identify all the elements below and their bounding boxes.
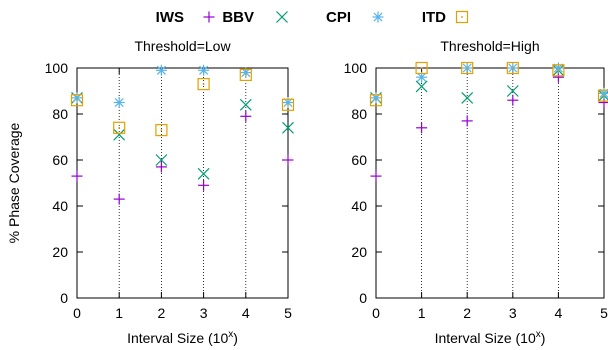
x-tick-label: 2 [158, 305, 166, 321]
point-cpi-x5 [283, 97, 294, 108]
legend-marker-itd [457, 12, 468, 23]
legend-marker-bbv [277, 12, 288, 23]
legend-label-itd: ITD [422, 9, 446, 26]
legend-label-bbv: BBV [222, 9, 254, 26]
point-bbv-x3 [198, 168, 209, 179]
series-itd [72, 69, 294, 135]
point-cpi-x2 [156, 65, 167, 76]
y-tick-label: 0 [359, 290, 367, 306]
point-cpi-x3 [198, 65, 209, 76]
x-tick-label: 4 [555, 305, 563, 321]
point-iws-x5 [283, 155, 294, 166]
series-bbv [371, 65, 608, 104]
x-tick-label: 1 [115, 305, 123, 321]
point-cpi-x1 [114, 97, 125, 108]
y-axis-label: % Phase Coverage [6, 122, 22, 243]
plot-frame [376, 68, 604, 298]
legend: IWS BBV CPI ITD [156, 9, 468, 26]
point-itd-x2 [156, 125, 167, 136]
x-tick-label: 3 [200, 305, 208, 321]
y-tick-label: 40 [52, 198, 68, 214]
x-tick-label: 4 [242, 305, 250, 321]
point-iws-x0 [371, 171, 382, 182]
legend-marker-iws [204, 12, 215, 23]
y-tick-label: 20 [351, 244, 367, 260]
point-iws-x1 [114, 194, 125, 205]
point-cpi-x0 [371, 92, 382, 103]
y-tick-label: 0 [60, 290, 68, 306]
panel-threshold-high: Threshold=High 0 20 40 60 80 100 0 1 2 3 4 5 Interval… [344, 38, 608, 346]
legend-label-cpi: CPI [326, 9, 351, 26]
point-bbv-x1 [114, 129, 125, 140]
x-tick-label: 5 [284, 305, 292, 321]
y-tick-label: 60 [351, 152, 367, 168]
y-tick-label: 100 [344, 60, 368, 76]
legend-label-iws: IWS [156, 9, 184, 26]
y-tick-label: 80 [351, 106, 367, 122]
y-tick-label: 100 [45, 60, 69, 76]
point-cpi-x4 [240, 67, 251, 78]
point-iws-x2 [462, 115, 473, 126]
series-bbv [72, 92, 294, 179]
panel-title: Threshold=Low [134, 38, 231, 54]
x-tick-label: 3 [509, 305, 517, 321]
x-tick-label: 0 [372, 305, 380, 321]
y-tick-label: 40 [351, 198, 367, 214]
series-itd [371, 63, 608, 106]
series-cpi [371, 63, 608, 104]
x-tick-label: 2 [463, 305, 471, 321]
panel-title: Threshold=High [440, 38, 539, 54]
point-cpi-x4 [553, 63, 564, 74]
point-iws-x3 [198, 180, 209, 191]
y-tick-label: 60 [52, 152, 68, 168]
x-tick-label: 5 [600, 305, 608, 321]
y-tick-label: 80 [52, 106, 68, 122]
series-iws [371, 72, 608, 182]
point-cpi-x0 [72, 92, 83, 103]
x-axis-label: Interval Size (10x) [435, 329, 546, 346]
x-tick-label: 0 [73, 305, 81, 321]
y-tick-label: 20 [52, 244, 68, 260]
x-axis-label: Interval Size (10x) [127, 329, 238, 346]
legend-marker-cpi [373, 12, 384, 23]
point-iws-x3 [507, 95, 518, 106]
point-bbv-x4 [240, 99, 251, 110]
series-iws [72, 111, 294, 205]
point-iws-x1 [416, 122, 427, 133]
point-iws-x4 [240, 111, 251, 122]
x-tick-label: 1 [418, 305, 426, 321]
plot-frame [77, 68, 288, 298]
panel-threshold-low: Threshold=Low 0 20 40 60 80 100 0 1 2 3 4 5 Interval … [6, 38, 294, 346]
series-cpi [72, 65, 294, 108]
point-iws-x0 [72, 171, 83, 182]
